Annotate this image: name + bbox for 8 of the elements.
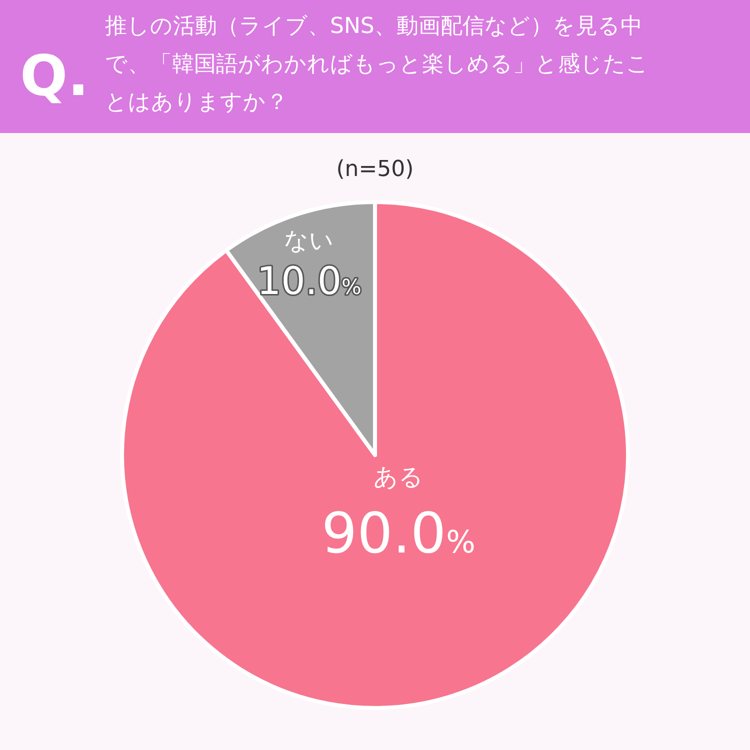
chart-subtitle: (n=50) (336, 157, 414, 182)
slice-label: ない (284, 226, 334, 254)
slice-label: ある (373, 463, 424, 492)
data-label: 90.0% (321, 501, 476, 566)
chart-title: 推しの活動（ライブ、SNS、動画配信など）を見る中で、「韓国語がわかればもっと楽しめる」と感じたことはありますか？ (105, 14, 649, 115)
text: Q. (20, 44, 89, 109)
data-label: 10.0% (256, 259, 362, 304)
pie-slice (120, 200, 630, 710)
